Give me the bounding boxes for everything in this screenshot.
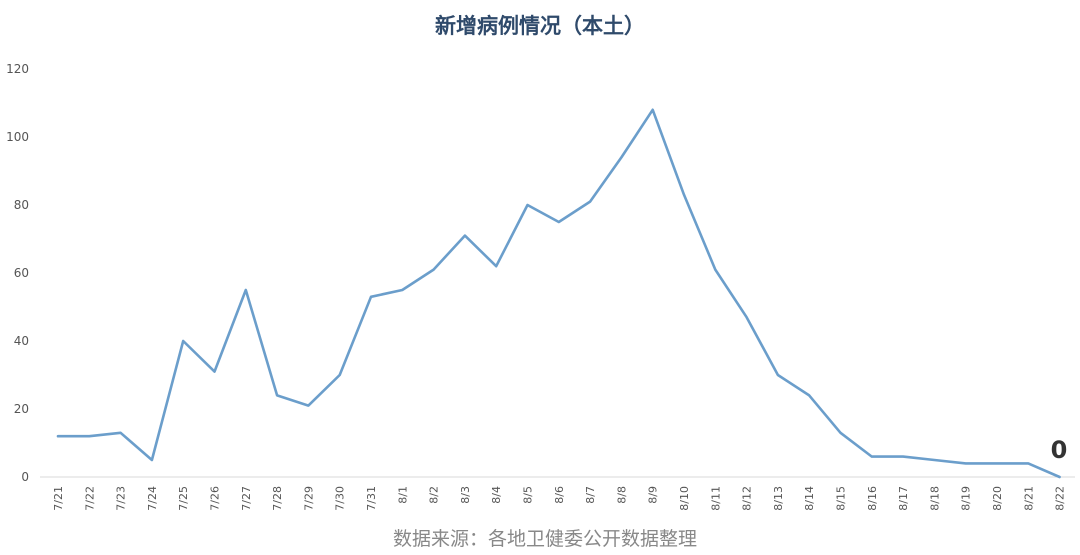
x-tick-label: 8/22 xyxy=(1054,486,1067,511)
x-tick-label: 8/18 xyxy=(928,486,941,511)
x-tick-label: 7/28 xyxy=(271,486,284,511)
data-point xyxy=(526,203,530,207)
data-point xyxy=(87,434,91,438)
data-points xyxy=(56,108,1062,479)
data-point xyxy=(213,370,217,374)
x-tick-label: 7/31 xyxy=(365,486,378,511)
end-value-label: 0 xyxy=(1051,436,1068,464)
y-tick-label: 20 xyxy=(14,402,29,416)
data-point xyxy=(651,108,655,112)
x-tick-label: 8/15 xyxy=(835,486,848,511)
x-tick-label: 8/21 xyxy=(1022,486,1035,511)
data-point xyxy=(776,373,780,377)
y-tick-label: 100 xyxy=(6,130,29,144)
data-point xyxy=(588,200,592,204)
x-tick-label: 7/21 xyxy=(52,486,65,511)
data-point xyxy=(870,455,874,459)
data-point xyxy=(682,193,686,197)
data-point xyxy=(1058,475,1062,479)
x-tick-label: 8/20 xyxy=(991,486,1004,511)
data-point xyxy=(119,431,123,435)
data-point xyxy=(369,295,373,299)
x-tick-label: 7/26 xyxy=(209,486,222,511)
y-tick-label: 40 xyxy=(14,334,29,348)
data-point xyxy=(964,461,968,465)
y-tick-label: 80 xyxy=(14,198,29,212)
x-axis: 7/21 7/22 7/23 7/24 7/25 7/26 7/27 7/28 7/29 7/30… xyxy=(52,486,1067,511)
source-note: 数据来源：各地卫健委公开数据整理 xyxy=(393,528,697,550)
data-point xyxy=(745,315,749,319)
data-point xyxy=(932,458,936,462)
x-tick-label: 8/6 xyxy=(553,486,566,504)
data-point xyxy=(557,220,561,224)
data-point xyxy=(338,373,342,377)
chart-title: 新增病例情况（本土） xyxy=(435,14,645,38)
x-tick-label: 8/3 xyxy=(459,486,472,504)
x-tick-label: 7/27 xyxy=(240,486,253,511)
x-tick-label: 8/11 xyxy=(709,486,722,511)
x-tick-label: 8/9 xyxy=(647,486,660,504)
data-point xyxy=(56,434,60,438)
data-point xyxy=(1026,461,1030,465)
x-tick-label: 8/1 xyxy=(396,486,409,504)
data-point xyxy=(839,431,843,435)
data-point xyxy=(619,155,623,159)
data-point xyxy=(150,458,154,462)
x-tick-label: 7/25 xyxy=(177,486,190,511)
x-tick-label: 8/17 xyxy=(897,486,910,511)
x-tick-label: 7/30 xyxy=(334,486,347,511)
x-tick-label: 8/16 xyxy=(866,486,879,511)
y-tick-label: 0 xyxy=(21,470,29,484)
x-tick-label: 7/23 xyxy=(115,486,128,511)
x-tick-label: 8/5 xyxy=(522,486,535,504)
x-tick-label: 7/29 xyxy=(302,486,315,511)
series-line xyxy=(56,108,1061,479)
x-tick-label: 7/24 xyxy=(146,486,159,511)
x-tick-label: 8/12 xyxy=(741,486,754,511)
x-tick-label: 8/8 xyxy=(615,486,628,504)
x-tick-label: 8/2 xyxy=(428,486,441,504)
x-tick-label: 8/4 xyxy=(490,486,503,504)
data-point xyxy=(306,404,310,408)
data-point xyxy=(463,234,467,238)
data-point xyxy=(400,288,404,292)
x-tick-label: 8/19 xyxy=(960,486,973,511)
x-tick-label: 8/10 xyxy=(678,486,691,511)
x-tick-label: 8/13 xyxy=(772,486,785,511)
data-point xyxy=(901,455,905,459)
x-tick-label: 7/22 xyxy=(83,486,96,511)
y-axis: 0 20 40 60 80 100 120 xyxy=(6,62,29,484)
x-tick-label: 8/14 xyxy=(803,486,816,511)
data-point xyxy=(807,393,811,397)
data-point xyxy=(713,268,717,272)
data-point xyxy=(494,264,498,268)
y-tick-label: 120 xyxy=(6,62,29,76)
data-point xyxy=(432,268,436,272)
data-point xyxy=(244,288,248,292)
y-tick-label: 60 xyxy=(14,266,29,280)
data-point xyxy=(275,393,279,397)
data-point xyxy=(181,339,185,343)
x-tick-label: 8/7 xyxy=(584,486,597,504)
data-point xyxy=(995,461,999,465)
